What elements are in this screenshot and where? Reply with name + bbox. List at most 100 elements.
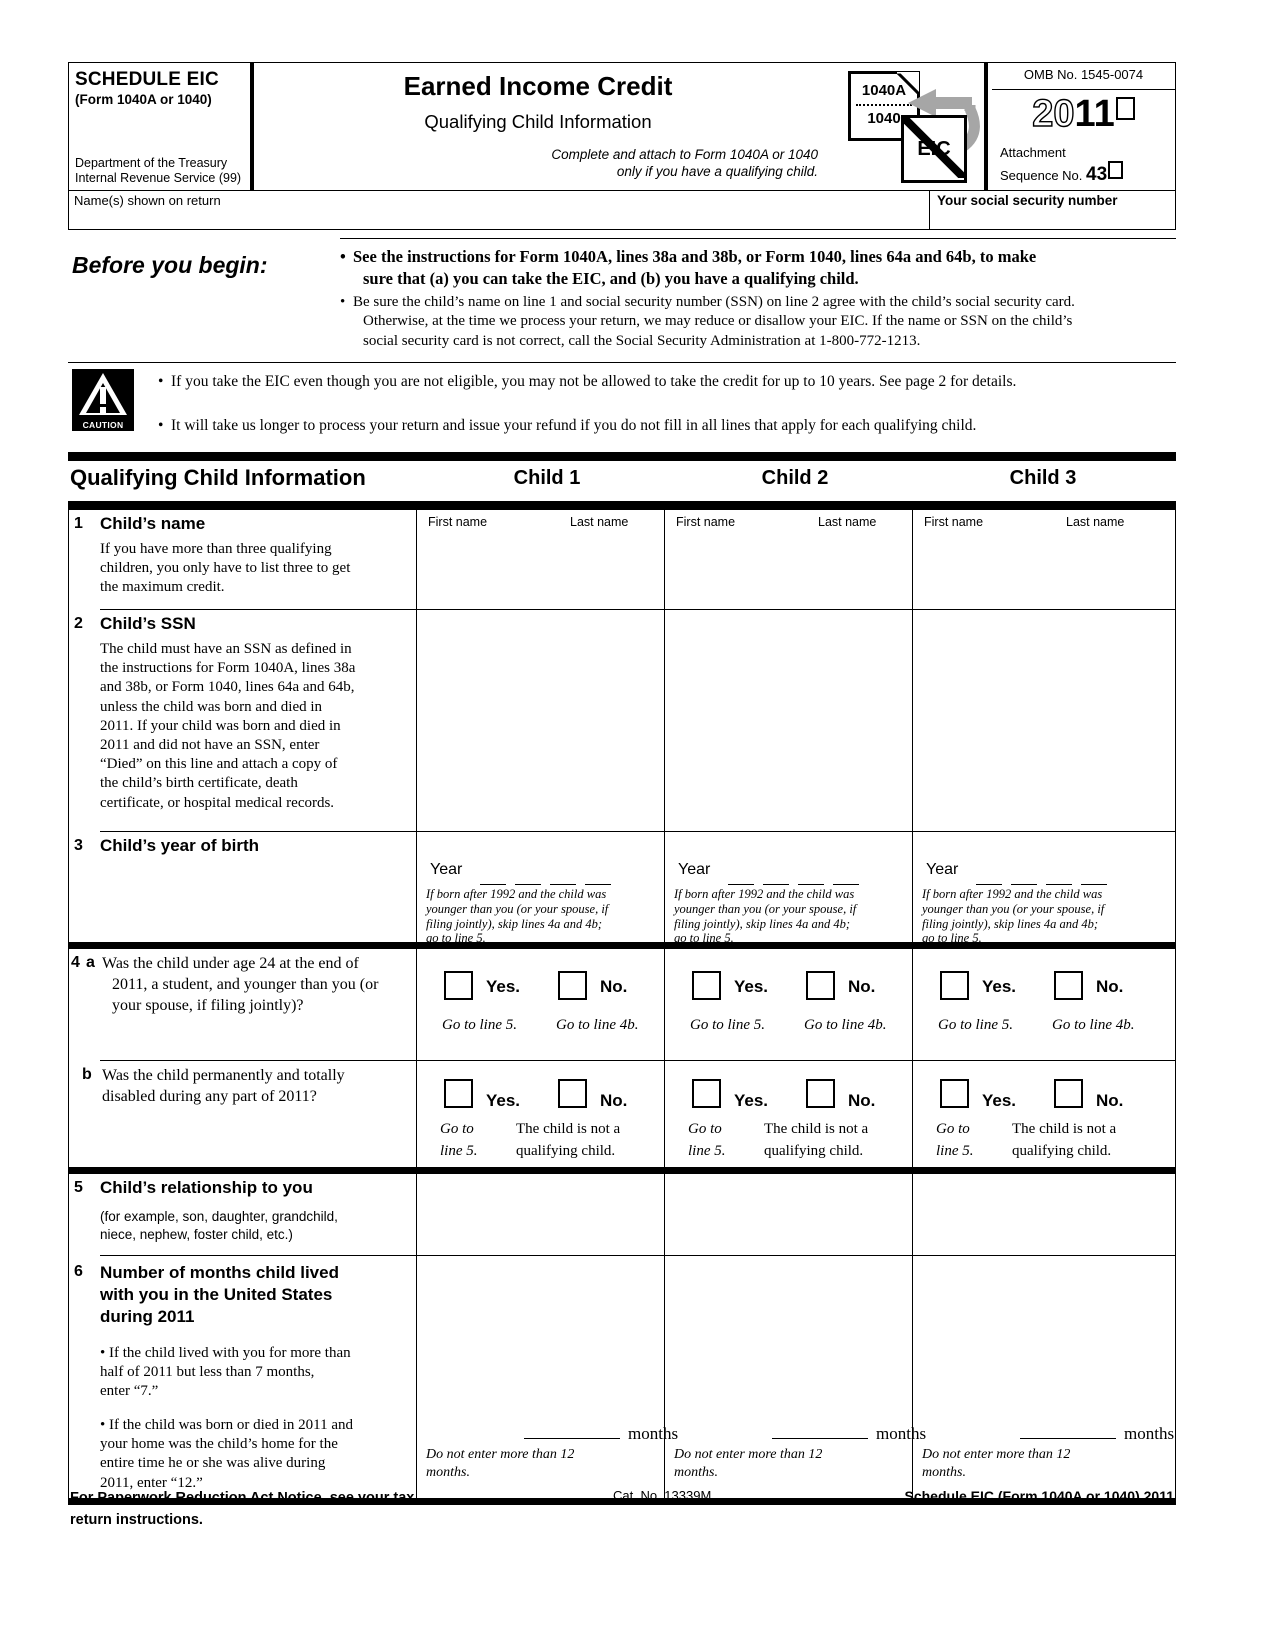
- line-1-description: If you have more than three qualifying c…: [100, 540, 350, 598]
- line-4a-child-1-yes-checkbox[interactable]: [444, 971, 473, 1000]
- line-6-child-3-blank[interactable]: [1020, 1438, 1116, 1439]
- line-6-child-2-blank[interactable]: [772, 1438, 868, 1439]
- column-header-child-3: Child 3: [1009, 467, 1077, 489]
- l4b-c1-y2: line 5.: [440, 1142, 478, 1159]
- bar-before-line-4a: [68, 942, 1176, 949]
- form-footer: For Paperwork Reduction Act Notice, see …: [68, 1482, 1176, 1552]
- l6c1-n2: months.: [426, 1465, 470, 1481]
- caution-icon-label: CAUTION: [82, 420, 124, 430]
- child-3-last-name-label: Last name: [1066, 515, 1125, 529]
- tax-year: 2011: [992, 92, 1175, 136]
- line-3-child-1-note: If born after 1992 and the child was you…: [426, 887, 664, 946]
- l3c3-n1: If born after 1992 and the child was: [922, 887, 1103, 901]
- byb-bullet-1-line-1: See the instructions for Form 1040A, lin…: [353, 247, 1037, 266]
- icon-text-1040: 1040: [867, 110, 901, 127]
- line-4b-question: Was the child permanently and totally di…: [102, 1066, 422, 1108]
- line-6-bullet-2: • If the child was born or died in 2011 …: [100, 1416, 420, 1493]
- line-4b-child-1-no-checkbox[interactable]: [558, 1079, 587, 1108]
- l3c2-n4: go to line 5.: [674, 931, 734, 946]
- l6-b1-3: enter “7.”: [100, 1383, 159, 1400]
- row5-right-border: [1175, 1174, 1176, 1256]
- row3-col-rule-3: [912, 832, 913, 942]
- l6c3-n1: Do not enter more than 12: [922, 1447, 1071, 1462]
- names-shown-label: Name(s) shown on return: [74, 193, 221, 208]
- line-4a-child-3-no-checkbox[interactable]: [1054, 971, 1083, 1000]
- line-6-number: 6: [74, 1263, 83, 1280]
- line-4a-child-2-yes-checkbox[interactable]: [692, 971, 721, 1000]
- line-4a-child-1-no-label: No.: [600, 977, 628, 996]
- l6c2-n2: months.: [674, 1465, 718, 1481]
- before-you-begin-title: Before you begin:: [72, 252, 268, 278]
- year-box-glyph: [1115, 97, 1135, 120]
- line-3-child-1-year-blanks[interactable]: [480, 872, 620, 890]
- byb-bullet-2: Be sure the child’s name on line 1 and s…: [340, 293, 1176, 352]
- line-5-child-1-entry[interactable]: [416, 1174, 664, 1256]
- ssn-label: Your social security number: [937, 193, 1118, 208]
- icon-text-1040a: 1040A: [861, 82, 907, 99]
- line-1-desc-1: If you have more than three qualifying: [100, 541, 332, 557]
- l3c3-n4: go to line 5.: [922, 931, 982, 946]
- line-5-label: Child’s relationship to you: [100, 1178, 313, 1197]
- row2-right-border: [1175, 610, 1176, 832]
- row6-col-rule-1: [416, 1256, 417, 1498]
- line-5-child-3-entry[interactable]: [912, 1174, 1176, 1256]
- tax-year-solid: 11: [1074, 93, 1115, 135]
- line-2-child-1-entry[interactable]: [416, 610, 664, 832]
- line-6-child-1-months-label: months: [628, 1424, 679, 1443]
- l4b-c2-n1: The child is not a: [764, 1121, 869, 1137]
- line-3-child-3-note: If born after 1992 and the child was you…: [922, 887, 1162, 946]
- line-4a-child-2-no-checkbox[interactable]: [806, 971, 835, 1000]
- row5-bottom-rule: [100, 1255, 1176, 1256]
- line-4b-child-2-yes-label: Yes.: [734, 1091, 769, 1110]
- table-bottom-bar: [68, 1498, 1176, 1505]
- attach-instruction: Complete and attach to Form 1040A or 104…: [298, 147, 818, 181]
- l3c2-n2: younger than you (or your spouse, if: [674, 901, 857, 916]
- line-2-child-3-entry[interactable]: [912, 610, 1176, 832]
- line-4b-child-3-no-checkbox[interactable]: [1054, 1079, 1083, 1108]
- qualifying-child-table: Qualifying Child Information Child 1 Chi…: [68, 452, 1176, 1505]
- row5-col-rule-3: [912, 1174, 913, 1256]
- l4b-c3-n1: The child is not a: [1012, 1121, 1117, 1137]
- line-2-desc-9: certificate, or hospital medical records…: [100, 794, 335, 811]
- line-1-number: 1: [74, 515, 83, 532]
- line-1-entry-area[interactable]: [416, 542, 1176, 608]
- table-column-header-row: Qualifying Child Information Child 1 Chi…: [68, 461, 1176, 501]
- attach-instruction-line-2: only if you have a qualifying child.: [616, 163, 818, 179]
- icon-dotted-divider: [856, 104, 912, 106]
- l4b-c1-y1: Go to: [440, 1121, 474, 1137]
- row5-left-border: [68, 1174, 69, 1256]
- row6-col-rule-2: [664, 1256, 665, 1498]
- l4b-q2: disabled during any part of 2011?: [102, 1087, 317, 1105]
- l4b-c3-y2: line 5.: [936, 1142, 974, 1159]
- line-4b-child-3-no-label: No.: [1096, 1091, 1124, 1110]
- row-line-5: 5 Child’s relationship to you (for examp…: [68, 1174, 1176, 1256]
- l4b-c2-n2: qualifying child.: [764, 1142, 864, 1159]
- form-header: SCHEDULE EIC (Form 1040A or 1040) Depart…: [68, 62, 1176, 190]
- line-5-child-2-entry[interactable]: [664, 1174, 912, 1256]
- line-4b-child-3-yes-checkbox[interactable]: [940, 1079, 969, 1108]
- line-4b-child-1-yes-checkbox[interactable]: [444, 1079, 473, 1108]
- l4a-q3: your spouse, if filing jointly)?: [112, 996, 304, 1014]
- line-4b-child-2-no-checkbox[interactable]: [806, 1079, 835, 1108]
- department-line-2: Internal Revenue Service (99): [75, 171, 242, 186]
- before-you-begin-section: Before you begin: See the instructions f…: [68, 238, 1176, 358]
- line-2-child-2-entry[interactable]: [664, 610, 912, 832]
- row1-col-rule-2: [664, 510, 665, 610]
- line-6-child-1-blank[interactable]: [524, 1438, 620, 1439]
- form-subtitle: Qualifying Child Information: [424, 111, 652, 132]
- table-header-bar: [68, 501, 1176, 510]
- row4a-left-border: [68, 949, 69, 1061]
- l6-b2-3: entire time he or she was alive during: [100, 1455, 326, 1472]
- line-4a-child-1-no-checkbox[interactable]: [558, 971, 587, 1000]
- line-4a-child-2-yes-note: Go to line 5.: [690, 1017, 765, 1033]
- line-4b-child-2-yes-checkbox[interactable]: [692, 1079, 721, 1108]
- child-2-last-name-label: Last name: [818, 515, 877, 529]
- line-4a-child-3-yes-checkbox[interactable]: [940, 971, 969, 1000]
- line-3-child-3-year-blanks[interactable]: [976, 872, 1116, 890]
- form-main-title: Earned Income Credit: [403, 71, 673, 101]
- l4b-c1-n1: The child is not a: [516, 1121, 621, 1137]
- l4b-c1-n2: qualifying child.: [516, 1142, 616, 1159]
- line-3-child-2-year-blanks[interactable]: [728, 872, 868, 890]
- line-2-desc-4: unless the child was born and died in: [100, 698, 323, 715]
- line-2-desc-6: 2011 and did not have an SSN, enter: [100, 736, 320, 753]
